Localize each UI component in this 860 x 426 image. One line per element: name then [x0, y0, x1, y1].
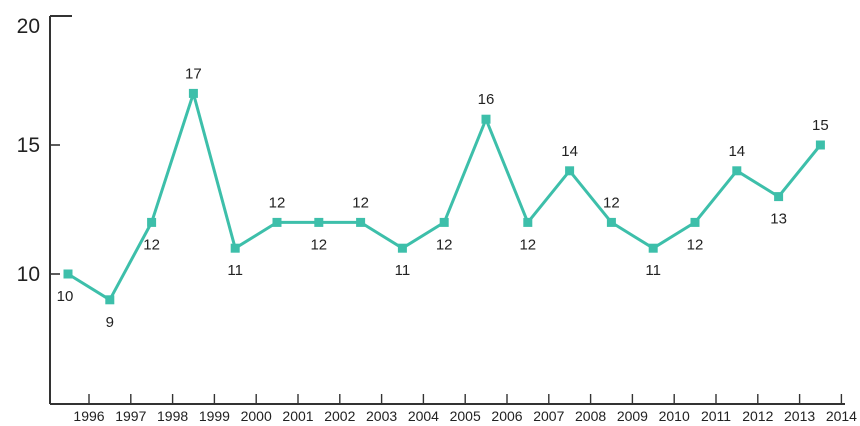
data-label: 12: [687, 236, 704, 253]
y-axis-ticks: 10 15 20: [17, 15, 60, 286]
y-tick-label: 10: [17, 263, 40, 286]
data-markers: [63, 88, 825, 305]
x-axis-ticks: 1996 1997 1998 1999 2000 2001 2002 2003 2004 2005…: [73, 394, 857, 424]
x-tick-label: 2009: [617, 408, 648, 424]
x-tick-label: 1996: [73, 408, 104, 424]
data-point: [230, 243, 240, 253]
x-tick-label: 2013: [784, 408, 815, 424]
data-point: [481, 114, 491, 124]
x-tick-label: 2001: [282, 408, 313, 424]
data-point: [690, 217, 700, 227]
data-label: 12: [310, 236, 327, 253]
data-label: 12: [436, 236, 453, 253]
x-tick-label: 2006: [491, 408, 522, 424]
data-point: [272, 217, 282, 227]
x-tick-label: 1998: [157, 408, 188, 424]
y-tick-label: 15: [17, 134, 40, 157]
x-tick-label: 2010: [659, 408, 690, 424]
data-point: [63, 269, 73, 279]
data-point: [523, 217, 533, 227]
x-tick-label: 1999: [199, 408, 230, 424]
data-label: 12: [143, 236, 160, 253]
x-tick-label: 2012: [742, 408, 773, 424]
x-tick-label: 2008: [575, 408, 606, 424]
data-label: 11: [395, 262, 411, 279]
data-point: [606, 217, 616, 227]
data-label: 12: [352, 194, 369, 211]
series-line: [67, 91, 822, 302]
data-label: 11: [645, 262, 661, 279]
data-label: 17: [185, 65, 202, 82]
x-tick-label: 2005: [450, 408, 481, 424]
data-label: 10: [57, 288, 74, 305]
data-point: [105, 295, 115, 305]
data-point: [815, 140, 825, 150]
data-label: 13: [770, 211, 787, 228]
data-point: [188, 88, 198, 98]
data-label: 14: [728, 143, 745, 160]
y-tick-label: 20: [17, 15, 40, 38]
x-tick-label: 1997: [115, 408, 146, 424]
axes: [49, 15, 845, 405]
data-point: [397, 243, 407, 253]
data-label: 16: [478, 91, 495, 108]
x-tick-label: 2011: [701, 408, 731, 424]
x-tick-label: 2003: [366, 408, 397, 424]
data-label: 11: [227, 262, 243, 279]
x-tick-label: 2014: [826, 408, 857, 424]
data-point: [732, 166, 742, 176]
data-labels: 10 9 12 17 11 12 12 12 11 12 16 12 14 12 11 12 14 13 15: [57, 65, 829, 330]
data-point: [314, 217, 324, 227]
x-tick-label: 2007: [533, 408, 564, 424]
data-label: 12: [603, 194, 620, 211]
data-point: [356, 217, 366, 227]
x-tick-label: 2002: [324, 408, 355, 424]
data-label: 12: [269, 194, 286, 211]
x-tick-label: 2004: [408, 408, 439, 424]
data-label: 15: [812, 117, 829, 134]
data-label: 12: [519, 236, 536, 253]
data-point: [439, 217, 449, 227]
data-point: [565, 166, 575, 176]
data-point: [648, 243, 658, 253]
data-point: [774, 192, 784, 202]
data-label: 9: [106, 314, 114, 331]
data-label: 14: [561, 143, 578, 160]
data-point: [147, 217, 157, 227]
x-tick-label: 2000: [241, 408, 272, 424]
